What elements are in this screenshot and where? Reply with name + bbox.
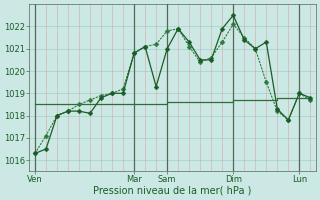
X-axis label: Pression niveau de la mer( hPa ): Pression niveau de la mer( hPa ) <box>93 186 252 196</box>
